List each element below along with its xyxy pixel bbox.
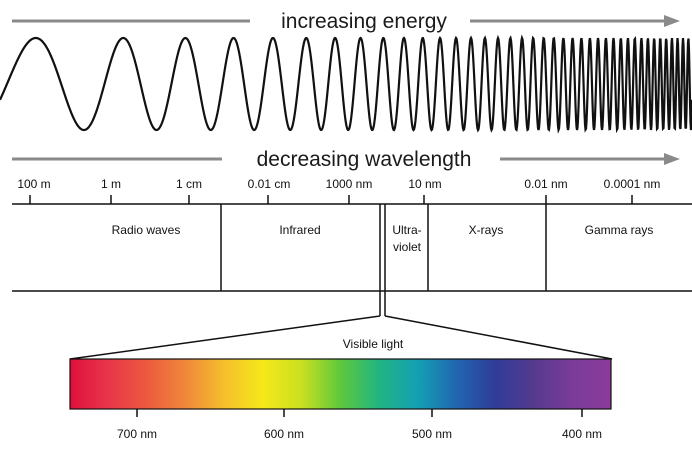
visible-ticks <box>136 409 583 417</box>
visible-tick-label: 500 nm <box>412 427 452 441</box>
scale-tick-label: 0.01 nm <box>524 177 567 191</box>
scale-tick-label: 1 cm <box>176 177 202 191</box>
energy-label: increasing energy <box>281 10 447 33</box>
band-labels: Radio waves Infrared Ultra- violet X-ray… <box>112 223 654 254</box>
band-label-ultraviolet-line2: violet <box>393 240 422 254</box>
frequency-wave <box>0 34 692 134</box>
energy-arrow-head <box>664 15 680 27</box>
scale-tick-label: 0.01 cm <box>248 177 291 191</box>
band-label-ultraviolet-line1: Ultra- <box>392 223 421 237</box>
scale-tick-label: 1000 nm <box>326 177 373 191</box>
zoom-line-right <box>384 315 613 360</box>
visible-tick-label: 700 nm <box>117 427 157 441</box>
visible-tick-label: 400 nm <box>562 427 602 441</box>
band-label-infrared: Infrared <box>279 223 320 237</box>
wavelength-label: decreasing wavelength <box>257 148 472 171</box>
visible-tick-label: 600 nm <box>264 427 304 441</box>
band-label-xray: X-rays <box>469 223 504 237</box>
scale-ticks <box>29 195 633 204</box>
scale-tick-labels: 100 m 1 m 1 cm 0.01 cm 1000 nm 10 nm 0.0… <box>17 177 660 191</box>
visible-zoom-lines <box>69 315 613 360</box>
energy-arrow: increasing energy <box>12 10 680 33</box>
band-label-radio: Radio waves <box>112 223 181 237</box>
scale-tick-label: 100 m <box>17 177 50 191</box>
wavelength-arrow-head <box>664 153 680 165</box>
scale-tick-label: 10 nm <box>408 177 441 191</box>
visible-light-label: Visible light <box>343 337 404 351</box>
band-label-gamma: Gamma rays <box>585 223 654 237</box>
spectrum-bands <box>12 203 692 316</box>
scale-tick-label: 1 m <box>101 177 121 191</box>
visible-spectrum-bar <box>69 358 612 410</box>
wavelength-arrow: decreasing wavelength <box>12 148 680 171</box>
visible-tick-labels: 700 nm 600 nm 500 nm 400 nm <box>117 427 602 441</box>
scale-tick-label: 0.0001 nm <box>604 177 661 191</box>
zoom-line-left <box>69 315 381 360</box>
